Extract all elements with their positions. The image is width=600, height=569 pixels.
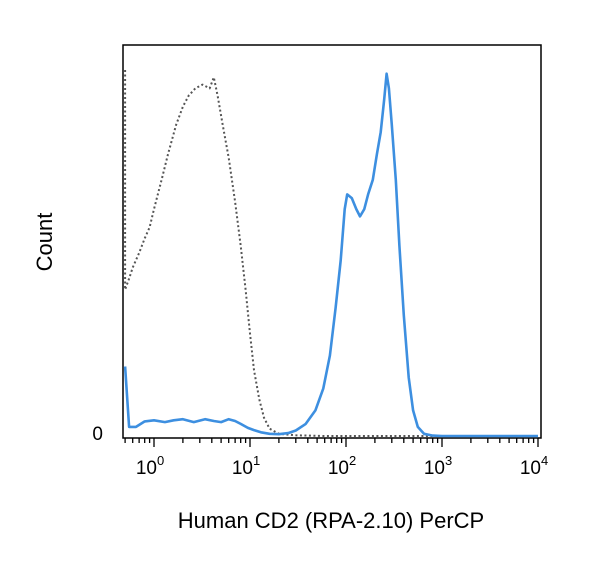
x-tick-label: 100 <box>136 453 164 479</box>
dotted-histogram-line <box>124 70 538 437</box>
series-layer <box>123 70 538 438</box>
x-axis-ticks: 100 101 102 103 104 <box>124 438 548 479</box>
x-axis-title: Human CD2 (RPA-2.10) PerCP <box>178 508 484 533</box>
x-tick-label: 102 <box>328 453 356 479</box>
y-tick-label: 0 <box>92 424 103 445</box>
y-axis-title: Count <box>32 213 57 272</box>
plot-frame <box>122 44 542 439</box>
y-axis-ticks: 0 <box>92 424 103 445</box>
x-tick-label: 104 <box>520 453 548 479</box>
x-tick-label: 101 <box>232 453 260 479</box>
x-tick-label: 103 <box>424 453 452 479</box>
solid-histogram-line <box>123 72 538 438</box>
